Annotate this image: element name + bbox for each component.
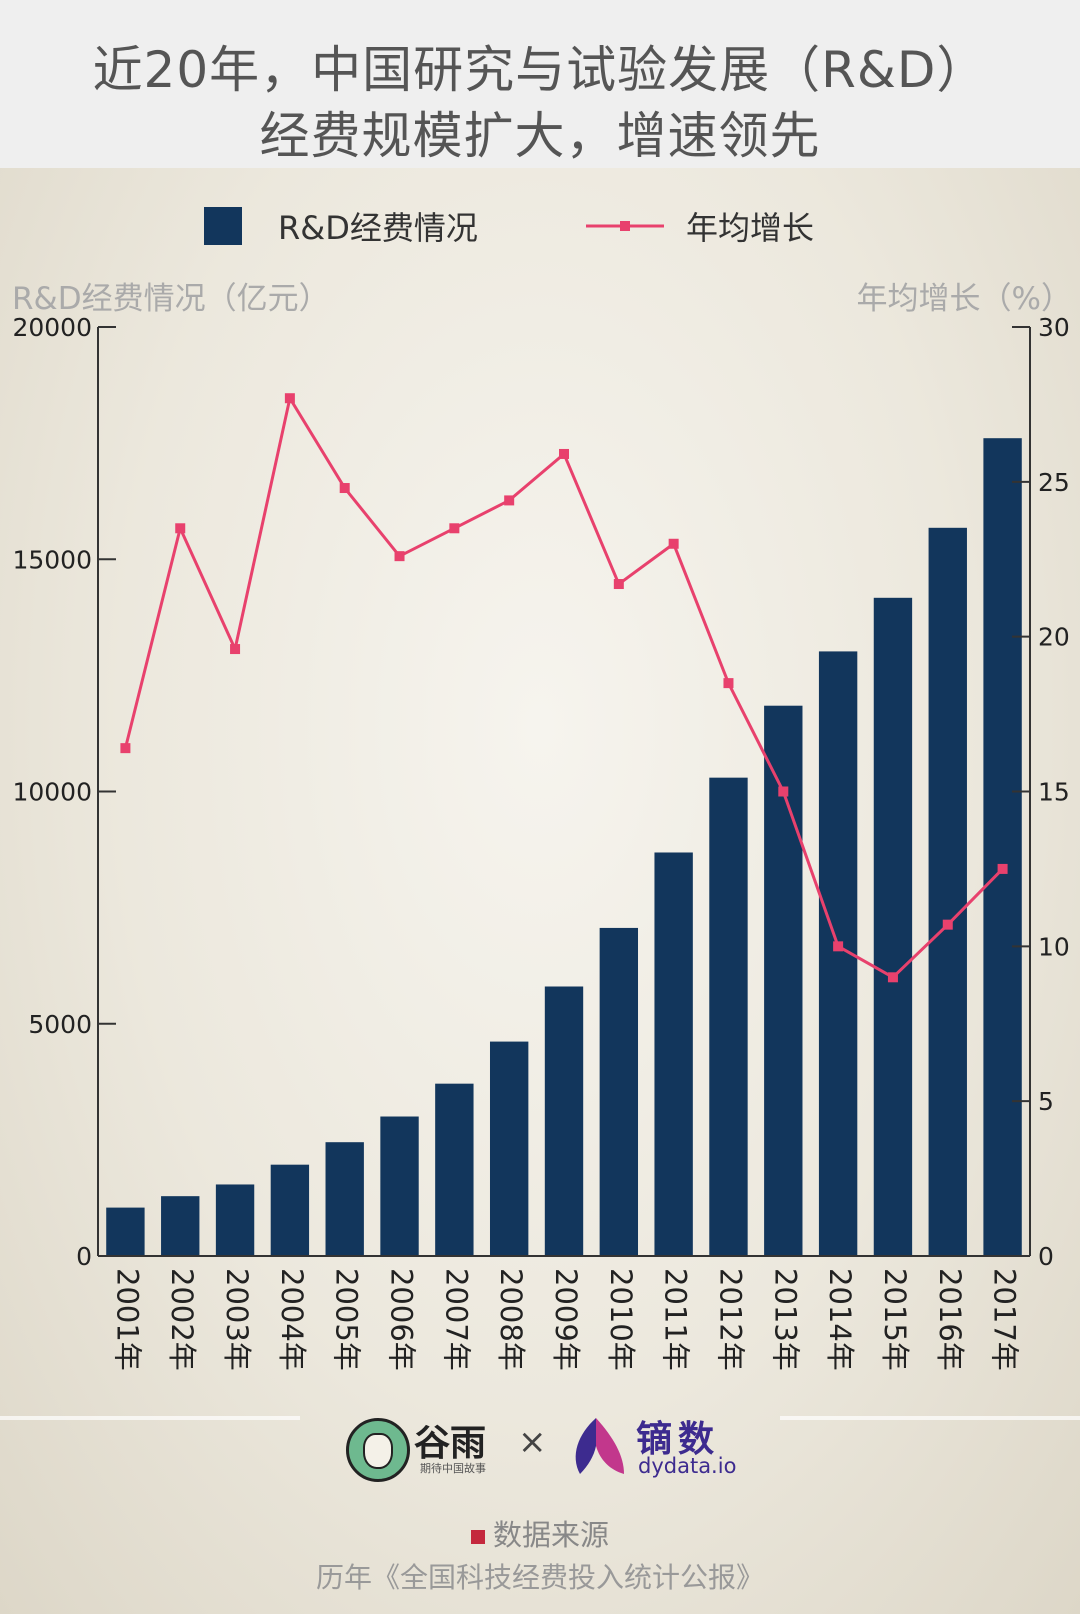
- right-axis-title: 年均增长（%）: [856, 281, 1072, 317]
- right-tick-label: 15: [1038, 778, 1070, 807]
- growth-point-2003年: [230, 644, 241, 655]
- x-tick-label: 2011年: [659, 1268, 693, 1371]
- growth-point-2001年: [120, 743, 131, 754]
- x-tick-label: 2009年: [549, 1268, 583, 1371]
- bar-2007年: [435, 1083, 474, 1256]
- x-tick-label: 2008年: [494, 1268, 528, 1371]
- cross-symbol: ×: [518, 1422, 547, 1462]
- growth-point-2012年: [723, 678, 734, 689]
- source-label-text: 数据来源: [492, 1518, 609, 1552]
- bar-2003年: [215, 1184, 255, 1256]
- legend-bar-label: R&D经费情况: [278, 209, 478, 247]
- growth-point-2016年: [942, 919, 953, 930]
- source-text: 历年《全国科技经费投入统计公报》: [315, 1561, 764, 1594]
- left-tick-label: 5000: [28, 1010, 92, 1039]
- left-axis-title: R&D经费情况（亿元）: [12, 281, 330, 317]
- chart-title-line2: 经费规模扩大，增速领先: [259, 107, 821, 165]
- bar-2015年: [873, 597, 913, 1256]
- legend-bar-swatch: [204, 207, 242, 245]
- combo-chart: 0 5000 10000 15000 20000 0 5 10 15 20 25 30 2001年 20…: [12, 313, 1070, 1371]
- x-tick-label: 2012年: [713, 1268, 747, 1371]
- bar-2004年: [270, 1164, 310, 1256]
- x-tick-label: 2005年: [330, 1268, 364, 1371]
- x-tick-label: 2016年: [933, 1268, 967, 1371]
- divider-left: [0, 1416, 300, 1420]
- bar-2005年: [325, 1142, 364, 1256]
- logo-band: [0, 1398, 1080, 1458]
- x-tick-label: 2006年: [385, 1268, 419, 1371]
- title-band: [0, 0, 1080, 168]
- x-tick-label: 2001年: [110, 1268, 144, 1371]
- bar-2006年: [380, 1116, 419, 1256]
- bar-2011年: [654, 852, 693, 1256]
- dydata-name: 镝数: [636, 1419, 721, 1460]
- left-tick-label: 10000: [12, 778, 92, 807]
- right-tick-label: 25: [1038, 468, 1070, 497]
- bar-2002年: [161, 1196, 200, 1256]
- bar-2008年: [489, 1041, 529, 1256]
- dydata-url: dydata.io: [638, 1454, 737, 1478]
- left-tick-label: 20000: [12, 313, 92, 342]
- guyu-tagline: 期待中国故事: [420, 1462, 486, 1475]
- bar-2001年: [106, 1207, 145, 1256]
- right-tick-label: 0: [1038, 1242, 1054, 1271]
- right-tick-label: 30: [1038, 313, 1070, 342]
- right-tick-label: 5: [1038, 1087, 1054, 1116]
- left-tick-label: 0: [76, 1242, 92, 1271]
- growth-point-2009年: [559, 448, 569, 459]
- bar-2010年: [599, 927, 639, 1256]
- bar-2013年: [764, 705, 803, 1256]
- growth-point-2011年: [668, 538, 679, 549]
- growth-line: [123, 394, 1004, 980]
- growth-point-2017年: [997, 863, 1008, 874]
- growth-point-2002年: [175, 523, 186, 534]
- legend-line-swatch: [586, 221, 664, 231]
- left-tick-label: 15000: [12, 545, 92, 574]
- x-tick-label: 2007年: [439, 1268, 473, 1371]
- legend-line-label: 年均增长: [686, 209, 815, 247]
- legend-bar: R&D经费情况: [204, 203, 478, 249]
- x-tick-label: 2010年: [604, 1268, 638, 1371]
- x-tick-label: 2014年: [823, 1268, 857, 1371]
- source-marker: [470, 1530, 485, 1544]
- bar-2009年: [544, 986, 584, 1256]
- growth-point-2014年: [833, 941, 844, 952]
- x-tick-label: 2004年: [275, 1268, 309, 1371]
- growth-point-2004年: [284, 393, 295, 404]
- x-tick-label: 2015年: [878, 1268, 912, 1371]
- growth-point-2006年: [394, 551, 405, 562]
- dydata-butterfly-icon: [575, 1418, 624, 1474]
- guyu-name: 谷雨: [414, 1422, 487, 1464]
- x-tick-label: 2002年: [165, 1268, 199, 1371]
- divider-right: [780, 1416, 1080, 1420]
- right-tick-label: 10: [1038, 932, 1070, 961]
- growth-point-2008年: [504, 495, 515, 506]
- growth-point-2007年: [449, 523, 460, 534]
- source-label: 数据来源: [0, 1512, 1080, 1554]
- growth-point-2015年: [887, 972, 898, 983]
- bar-2017年: [983, 438, 1022, 1256]
- bar-2016年: [928, 527, 967, 1256]
- growth-point-2010年: [613, 579, 624, 590]
- legend-line: 年均增长: [586, 203, 814, 249]
- growth-point-2005年: [339, 483, 350, 494]
- x-tick-label: 2003年: [220, 1268, 254, 1371]
- chart-title-line1: 近20年，中国研究与试验发展（R&D）: [92, 41, 988, 99]
- guyu-logo-icon: [346, 1418, 410, 1482]
- x-tick-label: 2017年: [988, 1268, 1022, 1371]
- growth-point-2013年: [778, 786, 789, 797]
- bar-2012年: [709, 777, 748, 1256]
- right-tick-label: 20: [1038, 623, 1070, 652]
- x-tick-label: 2013年: [768, 1268, 802, 1371]
